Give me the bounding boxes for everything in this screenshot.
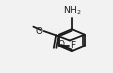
Text: O: O <box>35 26 42 36</box>
Text: F: F <box>70 41 75 50</box>
Text: NH$_2$: NH$_2$ <box>62 4 80 17</box>
Text: O: O <box>57 40 64 49</box>
